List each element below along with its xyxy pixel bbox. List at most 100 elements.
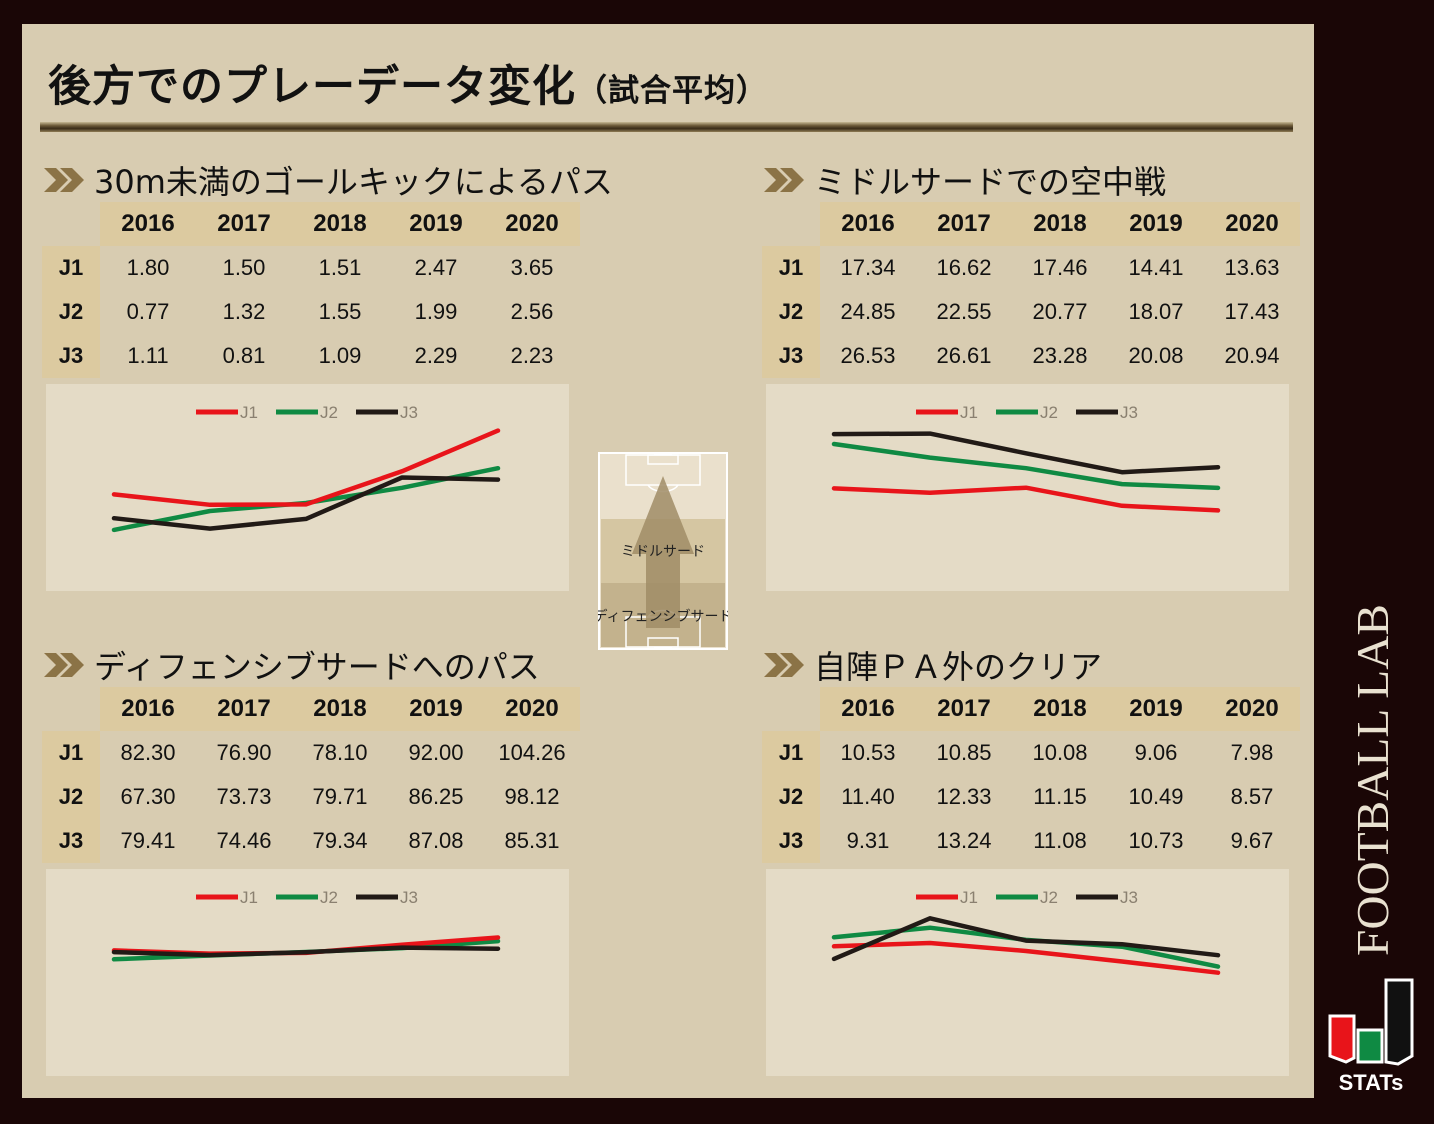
chart-title-text: 30m未満のゴールキックによるパス <box>94 163 613 201</box>
chevron-double-right-icon <box>44 168 84 192</box>
table-corner <box>42 202 100 246</box>
legend-label-j2: J2 <box>1040 403 1058 422</box>
table-cell-value: 98.12 <box>504 784 560 809</box>
series-line-j3 <box>111 475 501 531</box>
line-chart-defensive-third-passes: J1 J2 J3 <box>46 869 569 1076</box>
chart-title-text: ディフェンシブサードへのパス <box>94 648 540 686</box>
title-divider <box>40 122 1293 132</box>
table-cell-value: 11.15 <box>1033 784 1087 809</box>
table-cell-value: 87.08 <box>408 828 464 853</box>
table-cell-value: 10.85 <box>936 740 992 765</box>
brand-wordmark: FOOTBALL LAB <box>1340 600 1400 960</box>
bottom-goal <box>654 647 672 650</box>
row-header-league: J2 <box>762 775 820 819</box>
table-row: J2 24.85 22.55 20.77 18.07 17.43 <box>762 290 1300 334</box>
table-corner <box>762 687 820 731</box>
table-row: J2 11.40 12.33 11.15 10.49 8.57 <box>762 775 1300 819</box>
table-cell-value: 82.30 <box>120 740 176 765</box>
legend-label-j3: J3 <box>1120 888 1138 907</box>
table-cell-value: 86.25 <box>408 784 464 809</box>
table-cell-value: 79.41 <box>120 828 176 853</box>
column-header-year: 2016 <box>100 687 196 731</box>
table-cell-value: 17.43 <box>1224 299 1280 324</box>
table-cell-value: 79.71 <box>312 784 368 809</box>
column-header-year: 2018 <box>1012 687 1108 731</box>
brand-name: FOOTBALL LAB <box>1347 604 1398 956</box>
page-subtitle: （試合平均） <box>576 73 768 109</box>
page-title: 後方でのプレーデータ変化（試合平均） <box>48 62 768 112</box>
stats-logo: STATs <box>1326 976 1416 1096</box>
table-row: J2 67.30 73.73 79.71 86.25 98.12 <box>42 775 580 819</box>
row-header-league: J3 <box>42 819 100 863</box>
legend-label-j3: J3 <box>400 888 418 907</box>
line-chart-middle-third-aerial-duels: J1 J2 J3 <box>766 384 1289 591</box>
table-row: J1 1.80 1.50 1.51 2.47 3.65 <box>42 246 580 290</box>
table-cell-value: 10.49 <box>1128 784 1184 809</box>
table-cell-value: 2.23 <box>510 343 554 368</box>
series-line-j1 <box>111 428 501 508</box>
legend-label-j1: J1 <box>240 888 258 907</box>
defensive-third-label: ディフェンシブサード <box>598 608 728 625</box>
table-cell-value: 16.62 <box>936 255 992 280</box>
column-header-year: 2017 <box>196 687 292 731</box>
column-header-year: 2020 <box>1204 202 1300 246</box>
table-row: J3 1.11 0.81 1.09 2.29 2.23 <box>42 334 580 378</box>
table-cell-value: 14.41 <box>1128 255 1184 280</box>
table-header-row: 2016 2017 2018 2019 2020 <box>42 687 580 731</box>
table-cell-value: 10.53 <box>840 740 896 765</box>
table-cell-value: 2.47 <box>414 255 458 280</box>
logo-bar-black <box>1384 978 1414 1066</box>
table-row: J1 17.34 16.62 17.46 14.41 13.63 <box>762 246 1300 290</box>
table-cell-value: 18.07 <box>1128 299 1184 324</box>
table-cell-value: 0.77 <box>126 299 170 324</box>
table-cell-value: 1.11 <box>127 343 169 368</box>
row-header-league: J1 <box>42 246 100 290</box>
column-header-year: 2019 <box>388 687 484 731</box>
table-cell-value: 26.61 <box>936 343 992 368</box>
series-line-j1 <box>831 940 1221 975</box>
upward-arrow-icon <box>632 476 694 628</box>
table-cell-value: 12.33 <box>936 784 992 809</box>
chevron-double-right-icon <box>764 168 804 192</box>
top-goal <box>654 452 672 455</box>
column-header-year: 2020 <box>1204 687 1300 731</box>
chart-svg: J1 J2 J3 <box>831 403 1221 513</box>
row-header-league: J1 <box>762 246 820 290</box>
table-cell-value: 9.31 <box>846 828 890 853</box>
table-cell-value: 92.00 <box>408 740 464 765</box>
logo-bar-red <box>1328 1014 1356 1064</box>
table-cell-value: 9.67 <box>1230 828 1274 853</box>
pitch-diagram: ミドルサード ディフェンシブサード <box>593 452 733 650</box>
table-cell-value: 13.63 <box>1224 255 1280 280</box>
table-cell-value: 76.90 <box>216 740 272 765</box>
table-cell-value: 9.06 <box>1134 740 1178 765</box>
table-cell-value: 11.40 <box>841 784 895 809</box>
series-line-j3 <box>831 916 1221 962</box>
table-header-row: 2016 2017 2018 2019 2020 <box>42 202 580 246</box>
column-header-year: 2018 <box>1012 202 1108 246</box>
column-header-year: 2016 <box>100 202 196 246</box>
table-cell-value: 3.65 <box>510 255 554 280</box>
table-header-row: 2016 2017 2018 2019 2020 <box>762 687 1300 731</box>
legend-label-j1: J1 <box>960 403 978 422</box>
table-cell-value: 7.98 <box>1230 740 1274 765</box>
column-header-year: 2018 <box>292 202 388 246</box>
table-row: J1 10.53 10.85 10.08 9.06 7.98 <box>762 731 1300 775</box>
table-header-row: 2016 2017 2018 2019 2020 <box>762 202 1300 246</box>
column-header-year: 2020 <box>484 687 580 731</box>
row-header-league: J3 <box>762 334 820 378</box>
table-cell-value: 8.57 <box>1230 784 1274 809</box>
table-row: J1 82.30 76.90 78.10 92.00 104.26 <box>42 731 580 775</box>
chart-svg: J1 J2 J3 <box>111 888 501 962</box>
legend-label-j1: J1 <box>960 888 978 907</box>
table-cell-value: 1.99 <box>414 299 458 324</box>
row-header-league: J1 <box>762 731 820 775</box>
table-row: J3 26.53 26.61 23.28 20.08 20.94 <box>762 334 1300 378</box>
row-header-league: J2 <box>42 290 100 334</box>
table-row: J2 0.77 1.32 1.55 1.99 2.56 <box>42 290 580 334</box>
row-header-league: J3 <box>762 819 820 863</box>
row-header-league: J3 <box>42 334 100 378</box>
chart-title-text: ミドルサードでの空中戦 <box>814 163 1167 201</box>
table-cell-value: 23.28 <box>1032 343 1088 368</box>
column-header-year: 2016 <box>820 202 916 246</box>
